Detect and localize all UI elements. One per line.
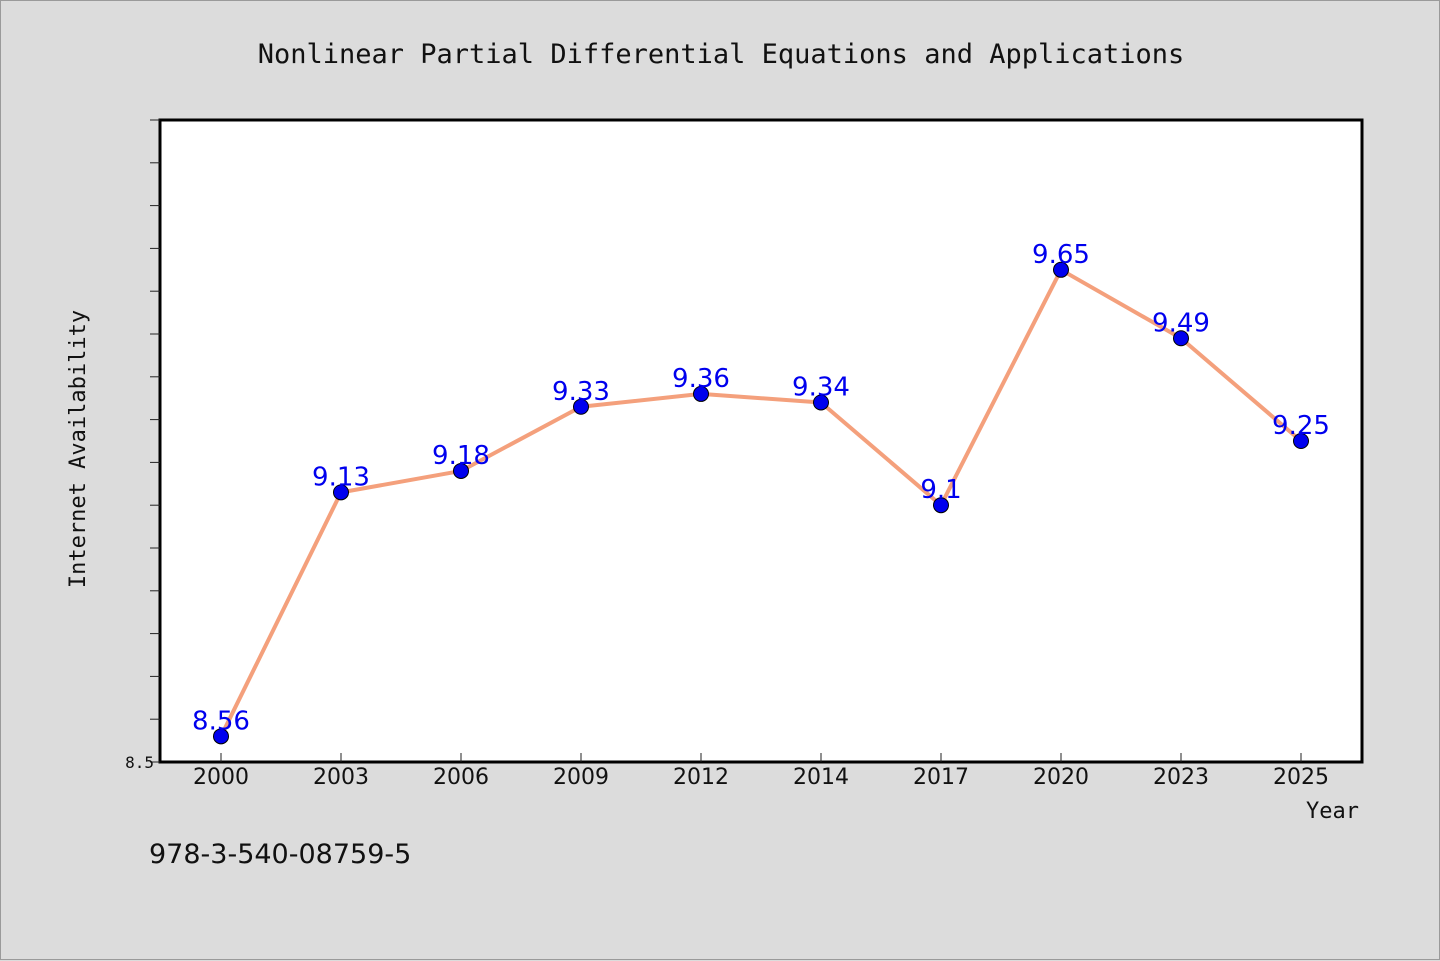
data-point xyxy=(693,385,709,402)
data-label: 9.65 xyxy=(1032,240,1090,270)
x-tick-label: 2023 xyxy=(1153,765,1209,790)
data-label: 9.49 xyxy=(1152,308,1210,338)
data-point xyxy=(453,462,469,479)
x-axis-title: Year xyxy=(1306,799,1359,824)
data-label: 9.1 xyxy=(920,475,961,505)
x-tick-label: 2012 xyxy=(673,765,729,790)
data-point xyxy=(573,398,589,415)
isbn-caption: 978-3-540-08759-5 xyxy=(149,839,411,870)
x-tick-label: 2006 xyxy=(433,765,489,790)
data-label: 9.33 xyxy=(552,377,610,407)
marker-layer xyxy=(213,261,1309,745)
data-label-layer: 8.56 9.13 9.18 9.33 9.36 9.34 9.1 9.65 9.49 9.25 xyxy=(192,240,1330,737)
axis-ticks: 8.5 2000 2003 2006 2009 2012 2014 2017 2020 2023 2… xyxy=(125,119,1329,790)
data-point xyxy=(333,484,349,501)
y-axis-title: Internet Availability xyxy=(66,310,91,588)
x-tick-label: 2025 xyxy=(1273,765,1329,790)
plot-area xyxy=(158,118,1364,764)
data-point xyxy=(213,728,229,745)
data-label: 9.34 xyxy=(792,372,850,402)
data-point xyxy=(1293,433,1309,449)
x-tick-label: 2000 xyxy=(193,765,249,790)
data-label: 9.18 xyxy=(432,441,490,471)
x-tick-label: 2003 xyxy=(313,765,369,790)
data-point xyxy=(813,394,829,411)
x-tick-label: 2020 xyxy=(1033,765,1089,790)
x-tick-label: 2009 xyxy=(553,765,609,790)
x-tick-label: 2014 xyxy=(793,765,849,790)
series-line-layer xyxy=(219,267,1303,739)
data-label: 9.25 xyxy=(1272,411,1330,441)
y-tick-label: 8.5 xyxy=(125,753,154,772)
data-label: 8.56 xyxy=(192,706,250,736)
chart-title: Nonlinear Partial Differential Equations… xyxy=(258,39,1185,70)
data-label: 9.13 xyxy=(312,462,370,492)
data-point xyxy=(1053,261,1069,278)
data-point xyxy=(1173,330,1189,347)
series-line xyxy=(219,267,1303,739)
data-label: 9.36 xyxy=(672,364,730,394)
x-tick-label: 2017 xyxy=(913,765,969,790)
data-point xyxy=(933,497,949,514)
